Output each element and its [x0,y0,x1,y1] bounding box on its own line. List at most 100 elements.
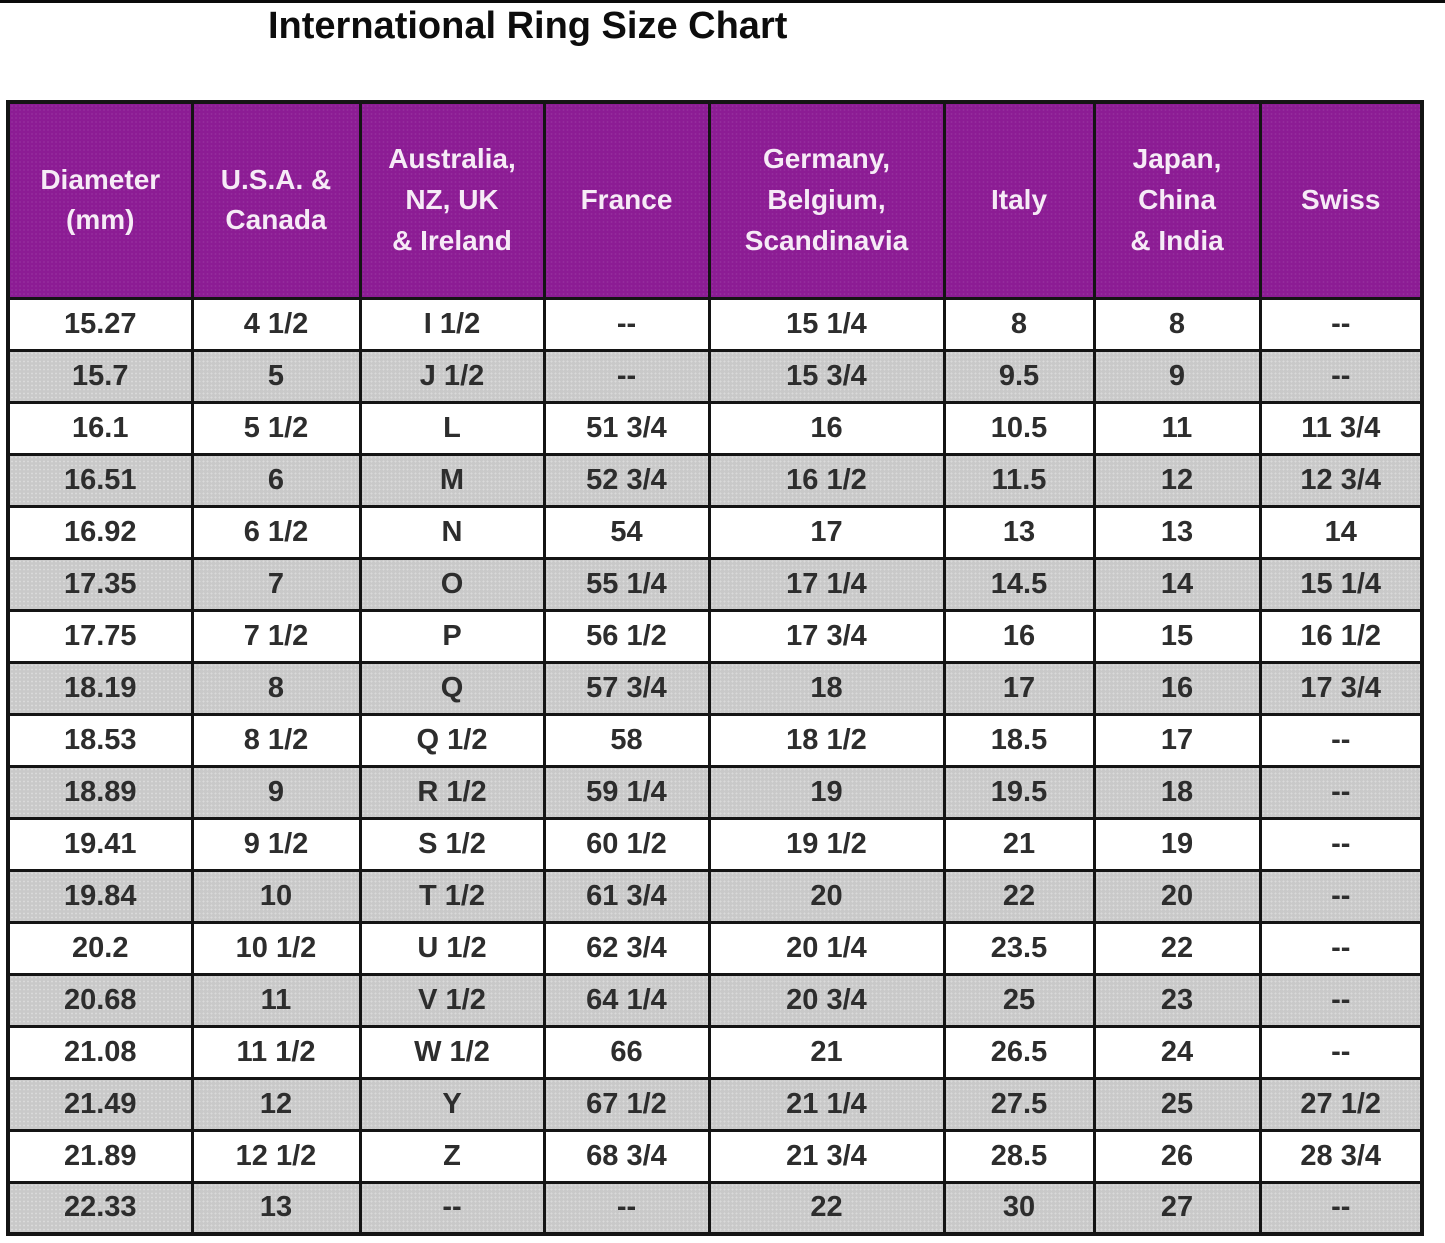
column-header-australia-nz-uk: Australia, NZ, UK & Ireland [358,100,546,300]
table-cell: 8 1/2 [190,712,362,768]
table-cell: N [358,504,546,560]
table-row: 15.7 5 J 1/2 -- 15 3/4 9.5 9 -- [6,348,1424,404]
table-cell: 58 [542,712,711,768]
header-row: Diameter (mm) U.S.A. & Canada Australia,… [6,100,1424,300]
table-cell: 18.89 [6,764,194,820]
table-cell: 8 [1092,296,1262,352]
table-cell: J 1/2 [358,348,546,404]
table-cell: 18 [707,660,946,716]
table-cell: -- [1258,1024,1424,1080]
table-cell: -- [1258,764,1424,820]
table-cell: 23 [1092,972,1262,1028]
table-cell: 13 [942,504,1096,560]
table-cell: 25 [942,972,1096,1028]
table-cell: 16.51 [6,452,194,508]
table-cell: 10 1/2 [190,920,362,976]
top-border-line [0,0,1445,3]
table-cell: 51 3/4 [542,400,711,456]
table-row: 17.35 7 O 55 1/4 17 1/4 14.5 14 15 1/4 [6,556,1424,612]
table-cell: V 1/2 [358,972,546,1028]
column-header-germany-belgium-scan: Germany, Belgium, Scandinavia [707,100,946,300]
column-header-italy: Italy [942,100,1096,300]
table-cell: 6 1/2 [190,504,362,560]
table-cell: 21 [707,1024,946,1080]
table-cell: 52 3/4 [542,452,711,508]
table-cell: 11.5 [942,452,1096,508]
table-cell: -- [542,348,711,404]
table-cell: 18.5 [942,712,1096,768]
table-cell: -- [1258,1180,1424,1236]
table-cell: 18.19 [6,660,194,716]
table-cell: 18 [1092,764,1262,820]
table-row: 19.41 9 1/2 S 1/2 60 1/2 19 1/2 21 19 -- [6,816,1424,872]
table-cell: 7 1/2 [190,608,362,664]
table-cell: I 1/2 [358,296,546,352]
column-header-japan-china-india: Japan, China & India [1092,100,1262,300]
table-cell: 15 [1092,608,1262,664]
table-cell: -- [1258,920,1424,976]
table-cell: 21 1/4 [707,1076,946,1132]
table-cell: 14.5 [942,556,1096,612]
table-cell: 10 [190,868,362,924]
table-cell: 20.68 [6,972,194,1028]
table-cell: 25 [1092,1076,1262,1132]
table-cell: 8 [190,660,362,716]
table-cell: 19 [707,764,946,820]
column-header-swiss: Swiss [1258,100,1424,300]
page-title: International Ring Size Chart [268,5,788,47]
table-cell: 21 3/4 [707,1128,946,1184]
table-cell: -- [1258,868,1424,924]
table-row: 18.89 9 R 1/2 59 1/4 19 19.5 18 -- [6,764,1424,820]
table-cell: 20 [707,868,946,924]
table-cell: 62 3/4 [542,920,711,976]
table-cell: -- [542,1180,711,1236]
table-cell: M [358,452,546,508]
table-row: 16.1 5 1/2 L 51 3/4 16 10.5 11 11 3/4 [6,400,1424,456]
table-row: 20.2 10 1/2 U 1/2 62 3/4 20 1/4 23.5 22 -- [6,920,1424,976]
column-header-diameter-mm: Diameter (mm) [6,100,194,300]
table-cell: -- [1258,816,1424,872]
table-cell: 28.5 [942,1128,1096,1184]
table-cell: 27 1/2 [1258,1076,1424,1132]
table-cell: Y [358,1076,546,1132]
table-cell: 12 [1092,452,1262,508]
table-cell: 8 [942,296,1096,352]
table-cell: 17 1/4 [707,556,946,612]
table-cell: 15.27 [6,296,194,352]
table-cell: 21.89 [6,1128,194,1184]
table-row: 17.75 7 1/2 P 56 1/2 17 3/4 16 15 16 1/2 [6,608,1424,664]
table-cell: T 1/2 [358,868,546,924]
table-cell: 17 [1092,712,1262,768]
table-cell: 9 [1092,348,1262,404]
table-cell: 64 1/4 [542,972,711,1028]
table-cell: 19.5 [942,764,1096,820]
table-cell: 20 3/4 [707,972,946,1028]
table-cell: 14 [1092,556,1262,612]
table-cell: 60 1/2 [542,816,711,872]
table-cell: -- [1258,296,1424,352]
table-row: 16.92 6 1/2 N 54 17 13 13 14 [6,504,1424,560]
table-cell: 7 [190,556,362,612]
table-row: 21.49 12 Y 67 1/2 21 1/4 27.5 25 27 1/2 [6,1076,1424,1132]
table-cell: -- [1258,972,1424,1028]
table-cell: Z [358,1128,546,1184]
table-cell: 9 1/2 [190,816,362,872]
table-cell: 17 [707,504,946,560]
table-cell: 9 [190,764,362,820]
table-cell: 17 3/4 [1258,660,1424,716]
table-cell: 17.75 [6,608,194,664]
table-cell: 30 [942,1180,1096,1236]
table-cell: 18.53 [6,712,194,768]
table-cell: 16 1/2 [1258,608,1424,664]
table-cell: 4 1/2 [190,296,362,352]
table-row: 16.51 6 M 52 3/4 16 1/2 11.5 12 12 3/4 [6,452,1424,508]
table-cell: 5 [190,348,362,404]
table-cell: P [358,608,546,664]
table-row: 21.08 11 1/2 W 1/2 66 21 26.5 24 -- [6,1024,1424,1080]
table-cell: 67 1/2 [542,1076,711,1132]
table-cell: 11 1/2 [190,1024,362,1080]
table-cell: 9.5 [942,348,1096,404]
table-cell: W 1/2 [358,1024,546,1080]
table-cell: 19.84 [6,868,194,924]
table-row: 20.68 11 V 1/2 64 1/4 20 3/4 25 23 -- [6,972,1424,1028]
